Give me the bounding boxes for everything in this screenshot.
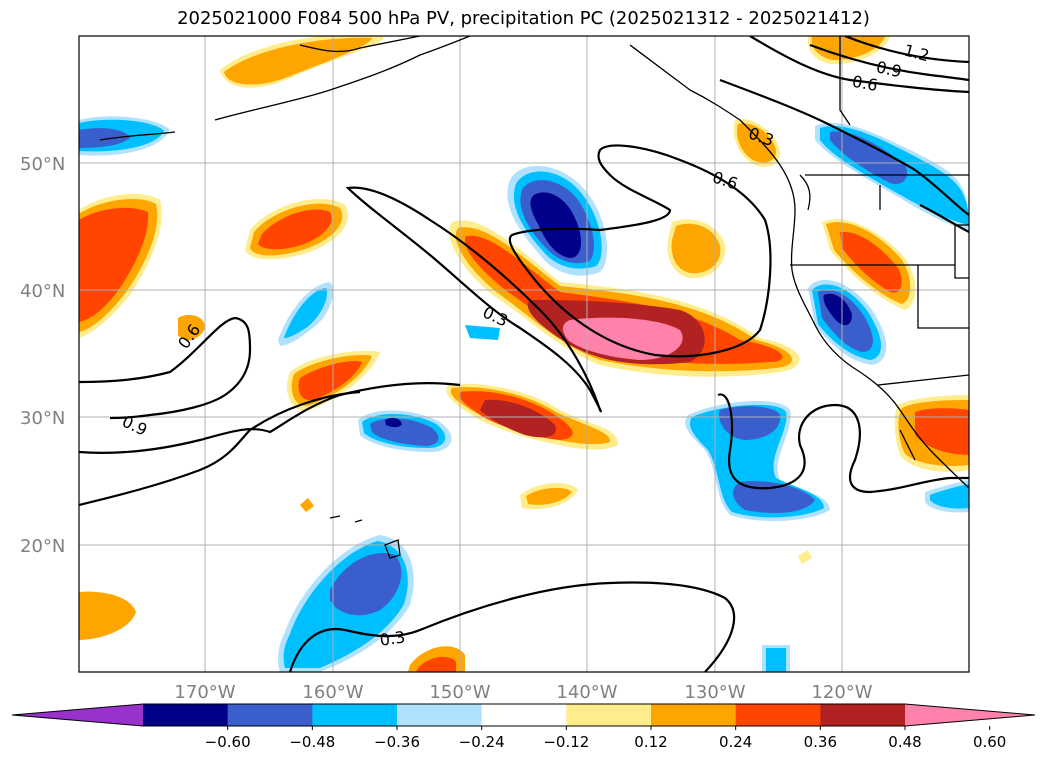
lat-label-40n: 40°N [20, 281, 65, 302]
negative-anomaly-speck-c [766, 648, 786, 672]
positive-anomaly-speck-f [798, 550, 812, 564]
colorbar-tick-label: −0.24 [459, 733, 505, 751]
colorbar-extend-low [12, 704, 143, 726]
positive-anomaly-sw [79, 591, 136, 640]
colorbar-extend-high [905, 704, 1035, 726]
colorbar-tick-label: 0.24 [719, 733, 752, 751]
colorbar: −0.60 −0.48 −0.36 −0.24 −0.12 0.12 0.24 0.36 0.4… [11, 703, 1036, 751]
colorbar-tick-label: 0.60 [973, 733, 1006, 751]
colorbar-swatch [312, 704, 398, 726]
lon-label-160w: 160°W [302, 682, 363, 703]
negative-anomaly-30n-west [358, 410, 452, 452]
colorbar-tick-label: −0.48 [289, 733, 335, 751]
colorbar-swatch [227, 704, 313, 726]
map-title: 2025021000 F084 500 hPa PV, precipitatio… [177, 8, 870, 29]
lat-label-30n: 30°N [20, 408, 65, 429]
gridlines [79, 36, 969, 672]
positive-anomaly-speck-b [526, 487, 572, 505]
colorbar-tick-label: −0.36 [374, 733, 420, 751]
positive-anomaly-43n-west [245, 199, 349, 260]
positive-anomaly-west-edge [79, 193, 162, 338]
lat-label-20n: 20°N [20, 536, 65, 557]
negative-anomaly-subtropics [685, 400, 830, 522]
colorbar-swatch [143, 704, 229, 726]
negative-anomaly-speck [465, 325, 500, 340]
colorbar-swatch [651, 704, 737, 726]
negative-anomaly-small-160w [278, 282, 334, 346]
pv-contours [79, 36, 969, 672]
positive-anomaly-baja [894, 395, 969, 472]
map-area: 1.2 0.9 0.6 0.3 0.6 0.6 0.9 0.3 0.3 [78, 35, 970, 673]
colorbar-tick-label: −0.12 [543, 733, 589, 751]
colorbar-swatch [820, 704, 906, 726]
colorbar-swatch [566, 704, 652, 726]
colorbar-swatch [735, 704, 821, 726]
negative-anomaly-mexico [925, 480, 969, 513]
positive-anomaly-ne [807, 36, 890, 65]
positive-anomaly-small-east [667, 219, 726, 279]
positive-anomaly-speck-g [300, 498, 314, 512]
lon-label-150w: 150°W [429, 682, 490, 703]
contour-label: 0.9 [875, 57, 904, 81]
colorbar-swatch [397, 704, 483, 726]
contour-label: 0.3 [379, 627, 407, 649]
contour-label: 0.6 [851, 72, 879, 95]
positive-anomaly-speck-e [416, 656, 456, 672]
negative-anomaly-west-edge [79, 116, 170, 156]
lat-label-50n: 50°N [20, 154, 65, 175]
colorbar-tick-label: 0.48 [888, 733, 921, 751]
positive-anomaly-bc-coast [733, 119, 781, 167]
colorbar-outline [11, 703, 1036, 727]
lon-label-170w: 170°W [174, 682, 235, 703]
colorbar-swatch [481, 704, 567, 726]
positive-anomaly-speck-c [178, 315, 205, 341]
longitude-labels: 170°W 160°W 150°W 140°W 130°W 120°W [174, 682, 872, 703]
colorbar-tick-label: 0.36 [804, 733, 837, 751]
map-border [78, 35, 970, 673]
lon-label-130w: 130°W [684, 682, 745, 703]
lon-label-120w: 120°W [811, 682, 872, 703]
colorbar-tick-label: 0.12 [634, 733, 667, 751]
negative-anomaly-north [507, 166, 608, 276]
colorbar-tick-label: −0.60 [205, 733, 251, 751]
latitude-labels: 50°N 40°N 30°N 20°N [20, 154, 65, 557]
negative-anomaly-california [808, 279, 887, 365]
lon-label-140w: 140°W [556, 682, 617, 703]
positive-anomaly-alaska [220, 36, 384, 88]
